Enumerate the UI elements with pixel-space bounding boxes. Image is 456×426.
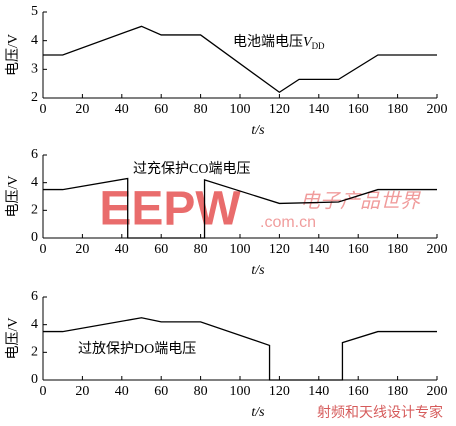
x-tick-label: 200 bbox=[427, 102, 448, 117]
watermark-footer: 射频和天线设计专家 bbox=[317, 404, 443, 421]
watermark-brand: EEPW bbox=[99, 183, 241, 236]
x-tick-label: 40 bbox=[115, 384, 129, 399]
x-tick-label: 100 bbox=[230, 102, 251, 117]
line bbox=[43, 317, 437, 381]
x-tick-label: 140 bbox=[308, 384, 329, 399]
y-tick-label: 4 bbox=[31, 317, 38, 332]
annotation-var: V bbox=[303, 35, 313, 50]
x-tick-label: 140 bbox=[308, 242, 329, 257]
watermark-url: .com.cn bbox=[260, 214, 316, 231]
x-tick-label: 40 bbox=[115, 102, 129, 117]
annotation: 过放保护DO端电压 bbox=[78, 341, 196, 357]
x-tick-label: 160 bbox=[348, 102, 369, 117]
x-tick-label: 160 bbox=[348, 384, 369, 399]
x-tick-label: 120 bbox=[269, 242, 290, 257]
x-tick-label: 20 bbox=[75, 384, 89, 399]
y-tick-label: 3 bbox=[31, 62, 38, 77]
y-tick-label: 2 bbox=[31, 345, 38, 360]
x-tick-label: 20 bbox=[75, 102, 89, 117]
y-tick-label: 0 bbox=[31, 372, 38, 387]
x-axis-label: t/s bbox=[251, 405, 265, 420]
x-tick-label: 80 bbox=[194, 102, 208, 117]
x-tick-label: 140 bbox=[308, 102, 329, 117]
line bbox=[43, 25, 437, 94]
line bbox=[43, 177, 437, 239]
y-tick-label: 2 bbox=[31, 203, 38, 218]
y-tick-label: 6 bbox=[31, 147, 38, 162]
x-tick-label: 80 bbox=[194, 242, 208, 257]
x-tick-label: 60 bbox=[154, 384, 168, 399]
watermark-cn: 电子产品世界 bbox=[300, 191, 421, 213]
y-tick-label: 0 bbox=[31, 230, 38, 245]
x-tick-label: 0 bbox=[40, 242, 47, 257]
y-axis-label: 电压/V bbox=[5, 176, 21, 218]
y-tick-label: 5 bbox=[31, 4, 38, 19]
y-tick-label: 6 bbox=[31, 289, 38, 304]
x-tick-label: 0 bbox=[40, 384, 47, 399]
annotation-text: 电池端电压 bbox=[233, 34, 303, 50]
x-tick-label: 180 bbox=[387, 242, 408, 257]
x-tick-label: 60 bbox=[154, 102, 168, 117]
x-tick-label: 200 bbox=[427, 384, 448, 399]
x-tick-label: 120 bbox=[269, 102, 290, 117]
annotation: 电池端电压VDD bbox=[233, 34, 325, 51]
annotation-text: 过放保护DO端电压 bbox=[78, 341, 196, 357]
x-tick-label: 80 bbox=[194, 384, 208, 399]
x-tick-label: 100 bbox=[230, 384, 251, 399]
x-axis-label: t/s bbox=[251, 123, 265, 138]
y-tick-label: 2 bbox=[31, 90, 38, 105]
x-tick-label: 20 bbox=[75, 242, 89, 257]
y-axis-label: 电压/V bbox=[5, 318, 21, 360]
x-tick-label: 200 bbox=[427, 242, 448, 257]
y-tick-label: 4 bbox=[31, 175, 38, 190]
annotation-text: 过充保护CO端电压 bbox=[133, 161, 250, 177]
annotation-sub: DD bbox=[312, 41, 325, 51]
x-tick-label: 120 bbox=[269, 384, 290, 399]
annotation: 过充保护CO端电压 bbox=[133, 161, 250, 177]
x-tick-label: 40 bbox=[115, 242, 129, 257]
x-tick-label: 0 bbox=[40, 102, 47, 117]
y-axis-label: 电压/V bbox=[5, 34, 21, 76]
x-tick-label: 180 bbox=[387, 384, 408, 399]
x-tick-label: 60 bbox=[154, 242, 168, 257]
x-tick-label: 180 bbox=[387, 102, 408, 117]
y-tick-label: 4 bbox=[31, 33, 38, 48]
x-axis-label: t/s bbox=[251, 263, 265, 278]
x-tick-label: 160 bbox=[348, 242, 369, 257]
x-tick-label: 100 bbox=[230, 242, 251, 257]
